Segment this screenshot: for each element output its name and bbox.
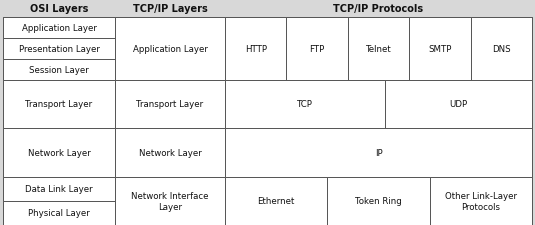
Bar (3, 18, 115, 39)
Bar (348, 18, 409, 80)
Bar (3, 39, 115, 59)
Text: Transport Layer: Transport Layer (136, 100, 203, 109)
Bar (225, 177, 327, 225)
Bar (225, 128, 532, 177)
Text: Application Layer: Application Layer (133, 45, 208, 54)
Bar (3, 201, 115, 225)
Bar (385, 80, 532, 128)
Text: Token Ring: Token Ring (355, 196, 402, 205)
Bar (286, 18, 348, 80)
Text: Session Layer: Session Layer (29, 65, 89, 74)
Bar (3, 59, 115, 80)
Text: Network Layer: Network Layer (139, 148, 201, 157)
Text: Application Layer: Application Layer (21, 24, 96, 33)
Text: Presentation Layer: Presentation Layer (19, 45, 100, 54)
Bar (115, 18, 225, 80)
Text: Physical Layer: Physical Layer (28, 208, 90, 217)
Text: Network Layer: Network Layer (28, 148, 90, 157)
Bar (115, 80, 225, 128)
Text: OSI Layers: OSI Layers (30, 4, 88, 14)
Text: Transport Layer: Transport Layer (26, 100, 93, 109)
Bar (471, 18, 532, 80)
Text: TCP/IP Protocols: TCP/IP Protocols (333, 4, 424, 14)
Bar (225, 18, 286, 80)
Bar (115, 177, 225, 225)
Text: UDP: UDP (449, 100, 468, 109)
Text: HTTP: HTTP (244, 45, 267, 54)
Text: Telnet: Telnet (365, 45, 392, 54)
Bar (225, 80, 385, 128)
Text: Data Link Layer: Data Link Layer (25, 184, 93, 193)
Bar (3, 177, 115, 201)
Bar (3, 128, 115, 177)
Text: Other Link-Layer
Protocols: Other Link-Layer Protocols (445, 191, 517, 211)
Text: Network Interface
Layer: Network Interface Layer (131, 191, 209, 211)
Bar (115, 128, 225, 177)
Bar (3, 80, 115, 128)
Text: TCP: TCP (297, 100, 313, 109)
Text: SMTP: SMTP (428, 45, 452, 54)
Text: IP: IP (374, 148, 383, 157)
Text: Ethernet: Ethernet (257, 196, 295, 205)
Text: FTP: FTP (309, 45, 325, 54)
Text: TCP/IP Layers: TCP/IP Layers (133, 4, 208, 14)
Bar (430, 177, 532, 225)
Bar (327, 177, 430, 225)
Bar (409, 18, 471, 80)
Text: DNS: DNS (492, 45, 510, 54)
